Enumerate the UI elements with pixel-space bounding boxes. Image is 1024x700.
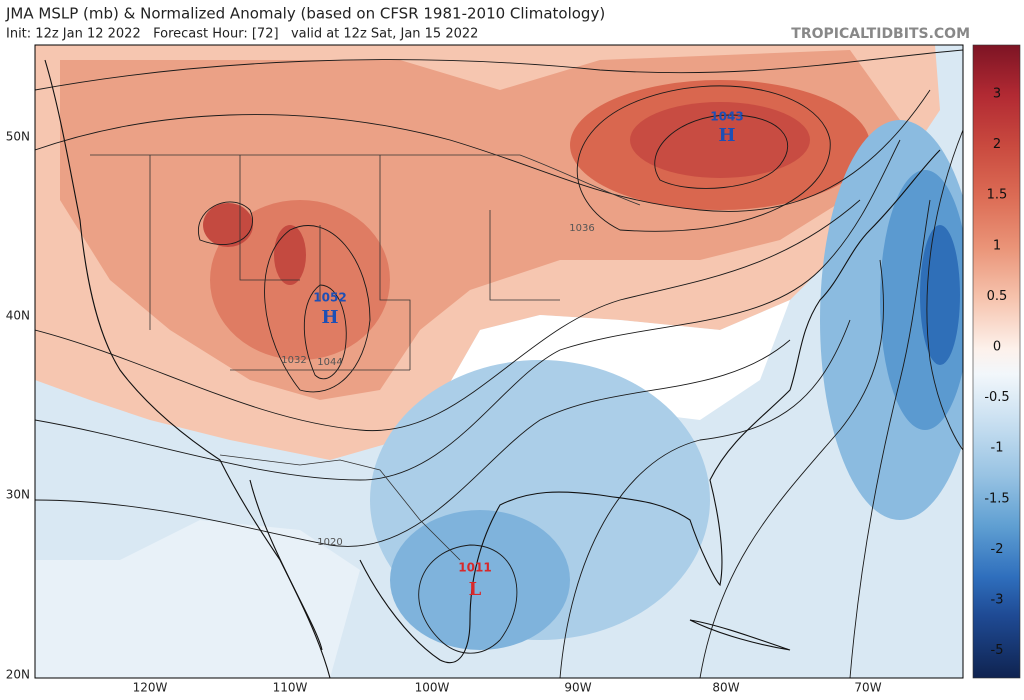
lon-label: 70W: [854, 681, 881, 695]
center-symbol: L: [469, 579, 482, 600]
anomaly-area: [203, 203, 253, 247]
coastline: [689, 619, 791, 651]
lat-label: 30N: [6, 488, 30, 502]
isobar: [559, 319, 851, 678]
isobar: [35, 339, 791, 547]
coastlines: [44, 59, 941, 678]
lon-labels: 120W 110W 100W 90W 80W 70W: [133, 681, 882, 695]
lon-label: 120W: [133, 681, 168, 695]
colorbar-label: 0: [993, 340, 1001, 355]
isobar: [198, 201, 253, 246]
map-area: [35, 45, 963, 678]
pressure-centers: 1052 H 1043 H 1011 L: [313, 110, 743, 601]
lat-label: 40N: [6, 309, 30, 323]
isobar: [35, 49, 963, 91]
anomaly-area: [35, 520, 360, 678]
colorbar-label: -5: [991, 643, 1004, 658]
center-symbol: H: [718, 125, 735, 146]
credit: TROPICALTIDBITS.COM: [791, 26, 970, 42]
border: [219, 454, 461, 561]
contour-label: 1036: [569, 223, 594, 234]
colorbar-label: 3: [993, 87, 1001, 102]
border: [149, 155, 560, 371]
title: JMA MSLP (mb) & Normalized Anomaly (base…: [5, 5, 605, 23]
colorbar-label: -1.5: [984, 491, 1009, 506]
isobar: [926, 129, 963, 451]
lat-label: 50N: [6, 130, 30, 144]
isobar: [654, 114, 789, 189]
contour-label: 1032: [281, 355, 306, 366]
anomaly-area: [274, 225, 306, 285]
colorbar-labels: 3 2 1.5 1 0.5 0 -0.5 -1 -1.5 -2 -3 -5: [984, 87, 1009, 659]
lon-label: 80W: [712, 681, 739, 695]
borders: [90, 154, 641, 561]
lon-label: 90W: [564, 681, 591, 695]
isobar: [576, 85, 831, 232]
colorbar-label: -1: [991, 441, 1004, 456]
contour-label: 1020: [317, 537, 342, 548]
colorbar-label: 1: [993, 238, 1001, 253]
colorbar-label: -0.5: [984, 390, 1009, 405]
isobar: [35, 139, 901, 481]
colorbar-label: 0.5: [987, 289, 1008, 304]
subtitle: Init: 12z Jan 12 2022 Forecast Hour: [72…: [6, 27, 478, 42]
anomaly-area: [630, 102, 810, 178]
colorbar-label: -2: [991, 542, 1004, 557]
center-pressure: 1043: [710, 110, 743, 124]
isobar: [849, 199, 931, 678]
isobar: [35, 199, 861, 432]
contour-label: 1044: [317, 357, 342, 368]
anomaly-area: [920, 225, 960, 365]
isobars: [35, 49, 963, 678]
colorbar: [972, 44, 1021, 679]
lat-label: 20N: [6, 668, 30, 682]
map-frame: [34, 44, 964, 679]
isobar: [303, 284, 347, 380]
anomaly-area: [390, 510, 570, 650]
lon-label: 100W: [415, 681, 450, 695]
border: [90, 154, 641, 206]
colorbar-label: 2: [993, 137, 1001, 152]
isobar: [35, 89, 931, 212]
coastline: [249, 479, 323, 651]
center-symbol: H: [321, 307, 338, 328]
lon-label: 110W: [273, 681, 308, 695]
colorbar-label: 1.5: [987, 188, 1008, 203]
isobar: [418, 544, 518, 654]
colorbar-label: -3: [991, 593, 1004, 608]
coastline: [359, 149, 941, 663]
center-pressure: 1052: [313, 291, 346, 305]
center-pressure: 1011: [458, 561, 491, 575]
isobar: [699, 259, 885, 678]
lat-labels: 50N 40N 30N 20N: [6, 130, 30, 682]
isobar: [264, 225, 371, 393]
